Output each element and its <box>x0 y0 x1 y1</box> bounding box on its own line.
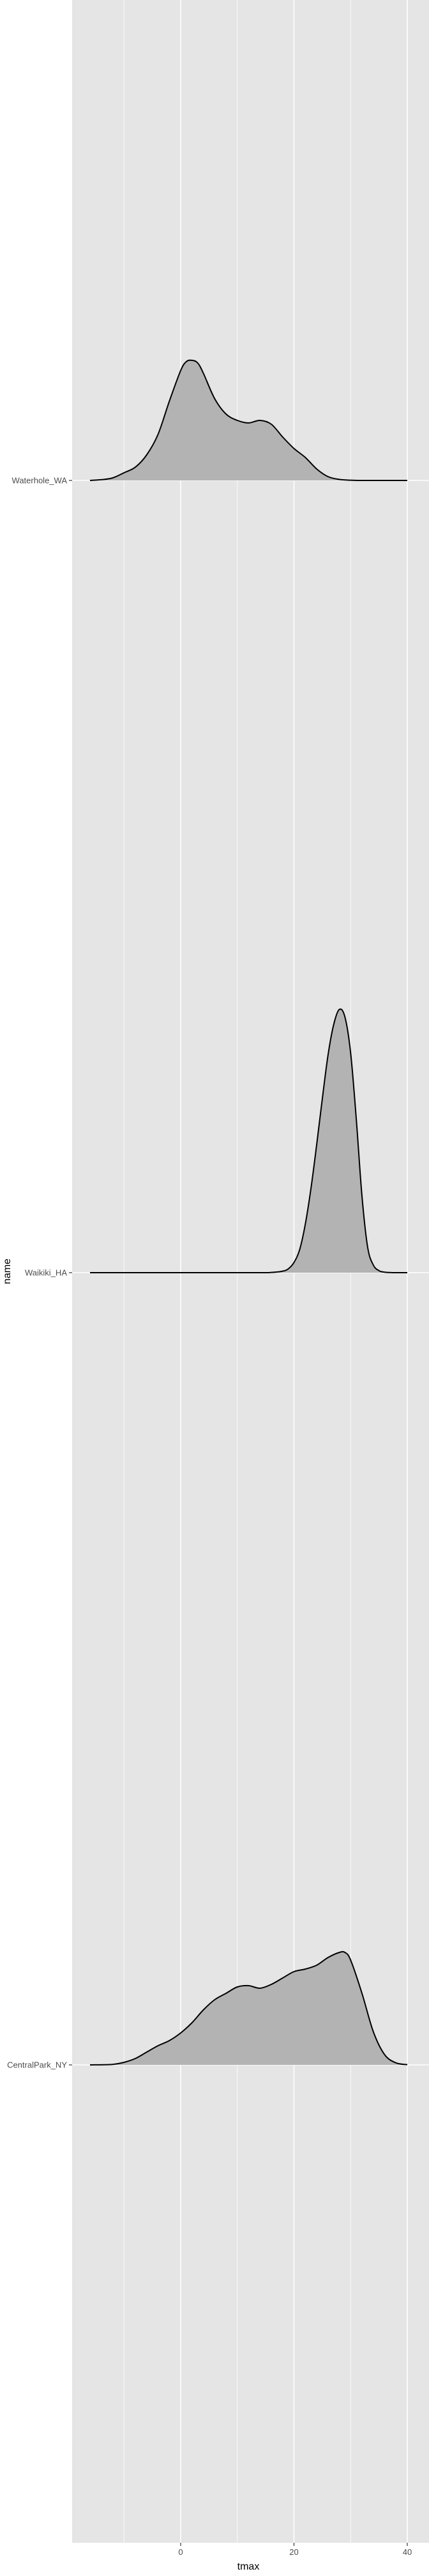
y-axis: Waterhole_WA Waikiki_HA CentralPark_NY <box>7 476 72 2070</box>
ridge-line-Waikiki_HA <box>90 1008 407 1273</box>
x-tick-label-20: 20 <box>289 2547 298 2557</box>
y-tick-label-Waterhole_WA: Waterhole_WA <box>12 476 68 486</box>
x-axis: 0 20 40 <box>178 2543 412 2557</box>
y-tick-label-Waikiki_HA: Waikiki_HA <box>25 1268 67 1278</box>
x-tick-label-0: 0 <box>178 2547 183 2557</box>
y-tick-label-CentralPark_NY: CentralPark_NY <box>7 2060 67 2070</box>
ridge-fill-Waterhole_WA <box>90 360 407 480</box>
ridge-fill-CentralPark_NY <box>90 1951 407 2065</box>
ridge-fill-Waikiki_HA <box>90 1009 407 1273</box>
x-axis-title: tmax <box>237 2561 260 2572</box>
ridge-line-CentralPark_NY <box>89 1951 408 2066</box>
y-axis-title: name <box>2 1259 13 1284</box>
ridge-line-Waterhole_WA <box>89 359 407 481</box>
density-ridges <box>89 359 408 2066</box>
x-tick-label-40: 40 <box>403 2547 412 2557</box>
